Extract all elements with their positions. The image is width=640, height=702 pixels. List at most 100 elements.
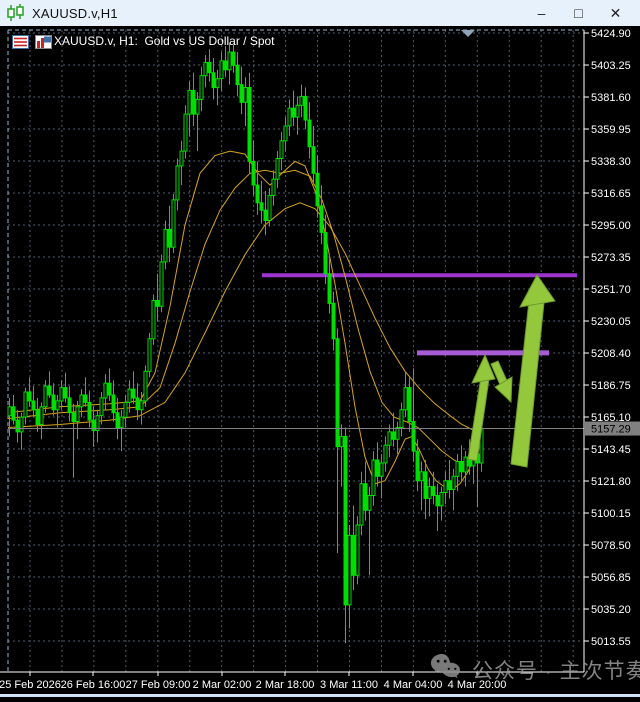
price-label: 5273.35 xyxy=(591,252,631,264)
bull-candle xyxy=(147,338,152,372)
price-label: 5251.70 xyxy=(591,284,631,296)
bear-candle xyxy=(239,84,244,103)
bull-candle xyxy=(355,524,360,576)
price-label: 5121.80 xyxy=(591,476,631,488)
price-label: 5424.90 xyxy=(591,28,631,40)
bear-candle xyxy=(335,338,340,448)
bear-candle xyxy=(391,431,396,440)
bull-candle xyxy=(103,382,108,399)
bear-candle xyxy=(207,61,212,74)
time-label: 26 Feb 16:00 xyxy=(61,679,126,691)
bull-candle xyxy=(359,483,364,526)
bull-candle xyxy=(43,385,48,408)
symbol-info-line: XAUUSD.v, H1: Gold vs US Dollar / Spot xyxy=(54,34,275,48)
bear-candle xyxy=(423,471,428,499)
small-up-arrow xyxy=(467,376,490,462)
bull-candle xyxy=(39,406,44,425)
price-label: 5143.45 xyxy=(591,444,631,456)
bull-candle xyxy=(271,178,276,196)
price-chart[interactable]: 5424.90 5403.25 5381.60 5359.95 5338.30 5316.… xyxy=(0,26,640,697)
bear-candle xyxy=(431,486,436,497)
price-label: 5186.75 xyxy=(591,380,631,392)
bear-candle xyxy=(411,421,416,452)
bull-candle xyxy=(371,459,376,496)
bear-candle xyxy=(135,397,140,411)
candlestick-chart-icon xyxy=(6,4,26,22)
bear-candle xyxy=(415,450,420,482)
bull-candle xyxy=(159,261,164,307)
bull-candle xyxy=(175,165,180,201)
chart-window[interactable]: 5424.90 5403.25 5381.60 5359.95 5338.30 5316.… xyxy=(0,26,640,697)
price-label: 5316.65 xyxy=(591,188,631,200)
bar-chart-icon[interactable] xyxy=(35,35,52,49)
bear-candle xyxy=(31,400,36,411)
time-label: 2 Mar 02:00 xyxy=(193,679,252,691)
bear-candle xyxy=(459,461,464,473)
bull-candle xyxy=(379,462,384,477)
bull-candle xyxy=(395,427,400,440)
bear-candle xyxy=(311,146,316,174)
candles xyxy=(7,43,484,644)
price-label: 5230.05 xyxy=(591,316,631,328)
window-bottom-edge xyxy=(0,694,640,697)
bull-candle xyxy=(419,471,424,482)
bull-candle xyxy=(367,495,372,511)
price-label: 5013.55 xyxy=(591,636,631,648)
bear-candle xyxy=(223,60,228,71)
price-label: 5403.25 xyxy=(591,60,631,72)
resistance-line-upper xyxy=(262,273,577,278)
maximize-button[interactable]: □ xyxy=(574,5,583,21)
bear-candle xyxy=(15,419,20,433)
bear-candle xyxy=(291,107,296,118)
price-label: 5381.60 xyxy=(591,92,631,104)
minimize-button[interactable]: – xyxy=(537,5,546,21)
bear-candle xyxy=(167,228,172,248)
bull-candle xyxy=(59,387,64,402)
bull-candle xyxy=(295,104,300,118)
bear-candle xyxy=(315,172,320,207)
bull-candle xyxy=(339,435,344,448)
bear-candle xyxy=(263,209,268,221)
bull-candle xyxy=(203,61,208,77)
bull-candle xyxy=(23,391,28,418)
price-label: 5359.95 xyxy=(591,124,631,136)
bear-candle xyxy=(47,385,52,396)
window-titlebar[interactable]: XAUUSD.v,H1 – □ ✕ xyxy=(0,0,640,26)
close-button[interactable]: ✕ xyxy=(609,4,622,21)
window-title: XAUUSD.v,H1 xyxy=(32,5,118,21)
bear-candle xyxy=(107,382,112,396)
bull-candle xyxy=(399,409,404,428)
bull-candle xyxy=(287,107,292,127)
bear-candle xyxy=(247,87,252,162)
price-label: 5035.20 xyxy=(591,604,631,616)
bull-candle xyxy=(179,150,184,167)
bull-candle xyxy=(183,113,188,152)
bull-candle xyxy=(275,158,280,180)
quotes-table-icon[interactable] xyxy=(12,35,29,49)
bull-candle xyxy=(439,492,444,507)
price-label: 5056.85 xyxy=(591,572,631,584)
bear-candle xyxy=(35,409,40,426)
bear-candle xyxy=(191,90,196,115)
chart-shift-marker xyxy=(461,30,475,37)
time-label: 3 Mar 11:00 xyxy=(320,679,378,691)
bull-candle xyxy=(347,534,352,606)
bull-candle xyxy=(55,400,60,411)
price-label: 5165.10 xyxy=(591,412,631,424)
bull-candle xyxy=(387,431,392,446)
bull-candle xyxy=(75,406,80,423)
bear-candle xyxy=(351,534,356,576)
bull-candle xyxy=(403,387,408,411)
bear-candle xyxy=(343,435,348,606)
bull-candle xyxy=(143,370,148,402)
bear-candle xyxy=(251,160,256,186)
bear-candle xyxy=(259,202,264,211)
bear-candle xyxy=(71,412,76,423)
bull-candle xyxy=(283,125,288,142)
bull-candle xyxy=(243,87,248,103)
bull-candle xyxy=(451,475,456,491)
price-label: 5078.50 xyxy=(591,540,631,552)
bear-candle xyxy=(91,419,96,431)
small-up-arrow-head xyxy=(471,353,496,384)
bull-candle xyxy=(299,95,304,106)
